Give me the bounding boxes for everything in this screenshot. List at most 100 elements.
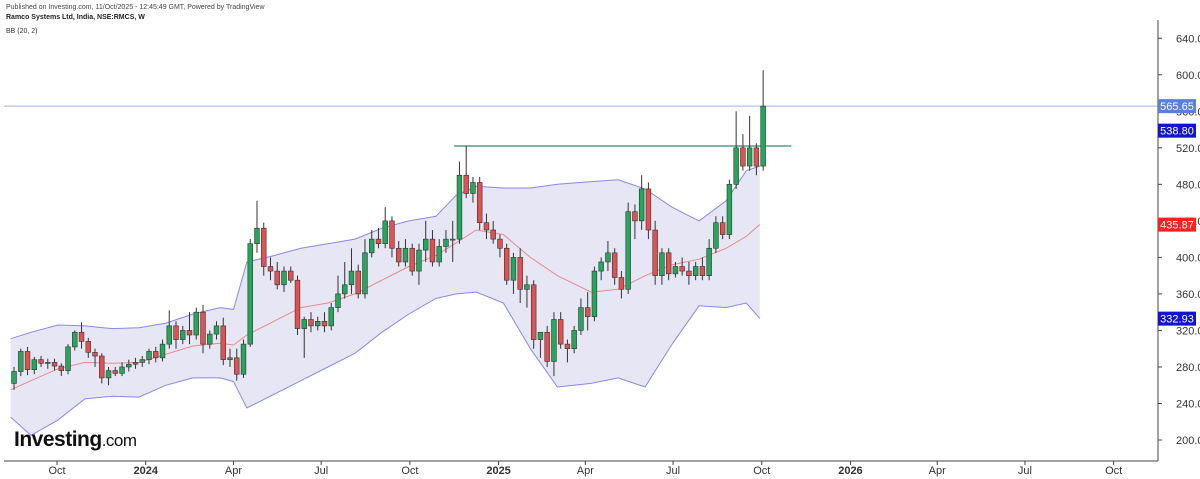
candle-body [180,330,186,340]
candle [180,325,186,345]
candle-body [665,252,672,275]
candle [254,200,260,253]
candle [92,348,98,367]
candle-body [463,174,469,194]
candle-body [234,357,240,375]
axes: 640.00600.00560.00520.00480.00440.00400.… [4,20,1200,477]
y-tick-label: 320.00 [1176,325,1200,337]
candle [632,204,638,240]
candle [436,239,442,267]
candle-body [578,307,584,331]
candle [301,316,307,358]
candle [672,261,679,278]
x-tick-label: Oct [1105,465,1122,477]
candle-body [78,331,85,342]
candle [713,216,719,253]
candle-body [315,321,321,327]
candle [753,143,760,176]
candle-body [301,319,307,329]
candle-body [240,343,247,375]
candle-body [355,270,361,295]
candle-body [733,147,739,185]
x-tick-label: Jul [1018,465,1032,477]
candle [746,115,753,171]
candle-body [132,362,139,365]
x-tick-label: Jul [666,465,680,477]
candle [227,348,233,367]
candle-body [85,341,91,353]
candle [490,220,496,244]
candle [24,346,31,376]
candle [517,248,523,304]
indicator-label[interactable]: BB (20, 2) [6,28,38,35]
candle-body [450,238,456,241]
x-tick-label: Apr [929,465,946,477]
candle-body [139,359,145,363]
candle-body [18,351,24,372]
candle [11,366,17,390]
candle [544,325,550,367]
candle-body [679,266,685,272]
candle [31,356,37,375]
candle [719,216,726,240]
candle-body [193,311,199,336]
candle-body [45,362,51,364]
candle-body [497,238,503,249]
candle-body [524,284,530,290]
candle [497,234,503,258]
candle-body [72,331,78,348]
candle [659,248,665,285]
candle-body [99,355,105,379]
candle-body [571,330,577,349]
x-tick-label: Oct [753,465,770,477]
candle [692,261,699,281]
band-basis-line [10,224,761,391]
candle-body [166,325,172,345]
candle [611,248,618,285]
candle-body [65,346,71,371]
candle-body [476,182,483,223]
candle [18,348,24,377]
candle [571,325,577,354]
candle-body [591,270,598,318]
candle-body [254,227,260,244]
candle [281,266,287,293]
candle-body [200,311,206,345]
price-badge: 435.87 [1158,217,1196,232]
candle-body [483,222,490,231]
symbol-title: Ramco Systems Ltd, India, NSE:RMCS, W [6,14,145,21]
candle [625,202,631,294]
candle [139,356,145,367]
resistance-line [4,105,1158,147]
candle [699,257,706,281]
x-tick-label: Oct [401,465,418,477]
candle-body [335,293,341,308]
published-note: Published on Investing.com, 11/Oct/2025 … [6,4,265,11]
candle-body [605,252,611,263]
candle [213,321,220,340]
candle [679,257,685,276]
candle-body [112,370,118,374]
candle-body [611,252,618,278]
candle [112,366,118,377]
candle [389,216,395,258]
y-tick-label: 520.00 [1176,143,1200,155]
candle-body [220,325,226,360]
candle-body [470,182,476,194]
candle [220,317,226,366]
candle-body [726,184,733,235]
candle-body [692,266,699,276]
candle-body [436,246,442,263]
candle [463,146,469,199]
y-tick-label: 200.00 [1176,435,1200,447]
candle-body [402,247,409,263]
candle [207,330,213,349]
band-fill [10,166,760,436]
candle [470,177,476,203]
candle [85,337,91,358]
candle [443,230,449,253]
candle [72,330,78,351]
candle [321,312,328,333]
candle-body [11,371,17,384]
